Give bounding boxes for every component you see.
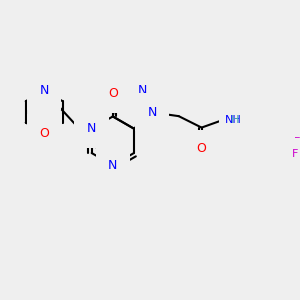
Text: N: N	[137, 84, 147, 97]
Text: N: N	[108, 159, 118, 172]
Text: N: N	[87, 122, 96, 135]
Text: O: O	[197, 142, 206, 155]
Text: NH: NH	[224, 115, 241, 125]
Text: F: F	[294, 137, 300, 147]
Text: N: N	[147, 106, 157, 119]
Text: F: F	[291, 149, 298, 159]
Text: H: H	[231, 115, 239, 125]
Text: N: N	[40, 84, 49, 97]
Text: O: O	[108, 87, 118, 100]
Text: O: O	[39, 127, 49, 140]
Text: F: F	[291, 126, 298, 136]
